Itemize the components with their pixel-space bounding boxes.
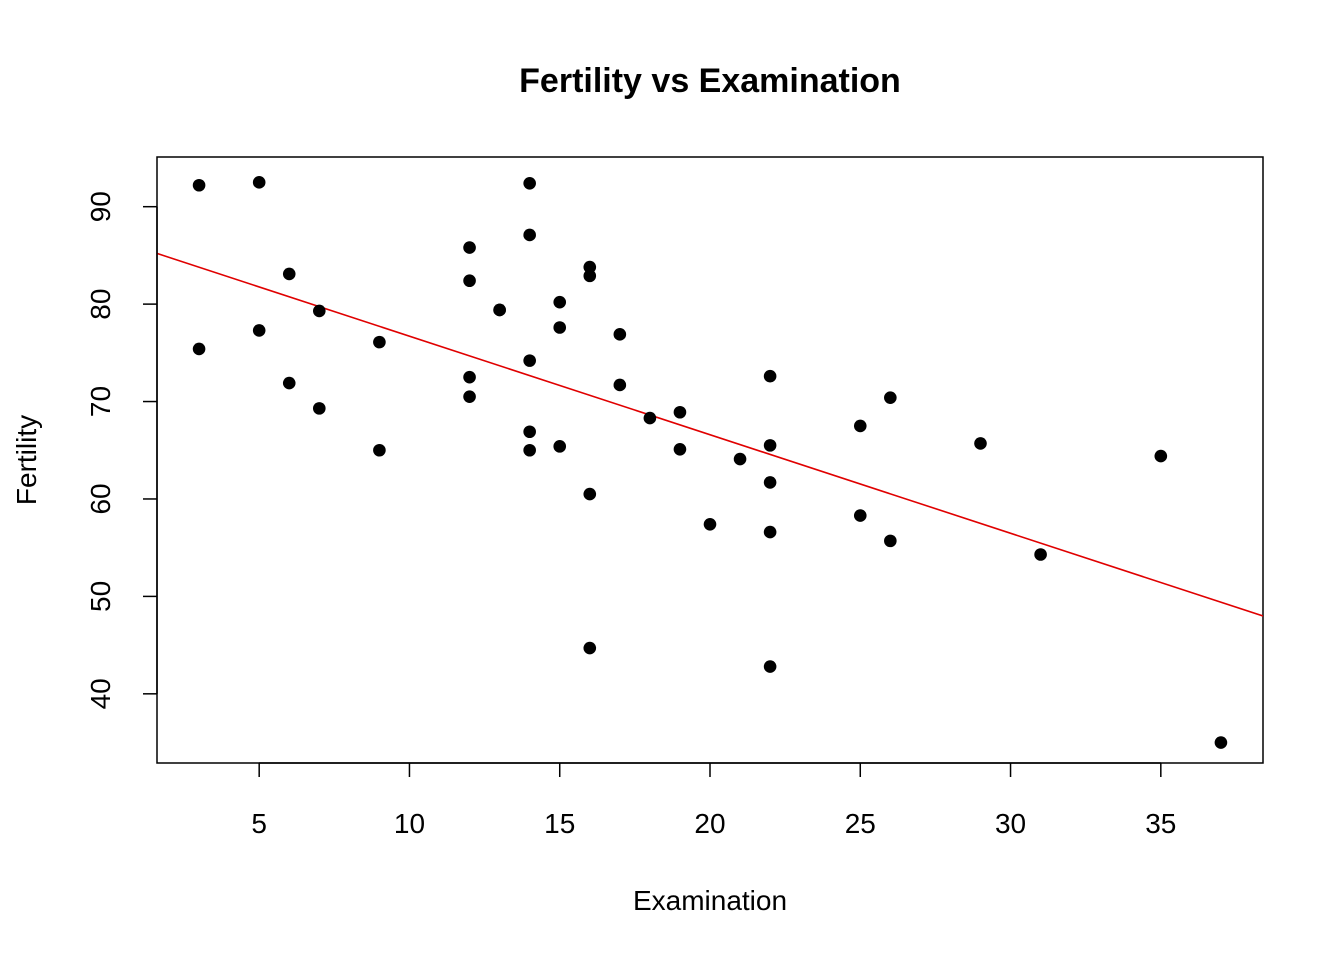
data-point: [553, 295, 567, 309]
data-point: [583, 269, 597, 283]
x-axis-label: Examination: [633, 885, 787, 916]
y-tick-label: 80: [85, 289, 116, 320]
data-point: [673, 405, 687, 419]
data-point: [463, 274, 476, 288]
data-point: [763, 369, 777, 383]
x-tick-label: 20: [694, 808, 725, 839]
x-tick-label: 30: [995, 808, 1026, 839]
data-point: [673, 442, 687, 456]
data-point: [373, 335, 386, 349]
y-tick-label: 60: [85, 483, 116, 514]
data-point: [853, 509, 867, 522]
data-point: [763, 439, 777, 452]
data-point: [553, 440, 567, 453]
data-point: [583, 260, 597, 274]
data-point: [312, 304, 326, 318]
data-point: [463, 241, 476, 254]
data-point: [583, 487, 597, 501]
data-point: [583, 641, 597, 655]
y-tick-label: 40: [85, 678, 116, 709]
data-point: [763, 525, 777, 539]
data-point: [703, 518, 717, 531]
y-axis-label: Fertility: [11, 415, 42, 505]
data-point: [733, 452, 747, 466]
x-tick-label: 25: [845, 808, 876, 839]
data-point: [884, 391, 897, 404]
y-tick-label: 70: [85, 386, 116, 417]
x-tick-label: 5: [251, 808, 267, 839]
x-tick-label: 15: [544, 808, 575, 839]
data-point: [282, 376, 296, 390]
data-point: [974, 437, 987, 450]
data-point: [312, 402, 326, 415]
data-point: [463, 390, 476, 403]
data-point: [1034, 548, 1047, 561]
y-axis: 40 50 60 70 80 90: [85, 191, 158, 709]
data-point: [763, 476, 777, 489]
data-point: [613, 378, 627, 392]
data-point: [613, 328, 627, 341]
data-point: [523, 354, 536, 367]
data-point: [373, 443, 386, 457]
data-point: [252, 176, 266, 189]
data-point: [252, 324, 266, 337]
data-point: [1214, 736, 1228, 749]
y-tick-label: 90: [85, 191, 116, 222]
data-point: [282, 267, 296, 281]
data-point: [523, 425, 536, 439]
x-tick-label: 10: [394, 808, 425, 839]
data-point: [523, 177, 536, 190]
data-point: [192, 178, 206, 192]
plot-frame: [156, 156, 1264, 764]
data-point: [763, 660, 777, 673]
data-point: [493, 303, 506, 317]
data-point: [523, 443, 536, 457]
data-point: [853, 419, 867, 433]
x-tick-label: 35: [1145, 808, 1176, 839]
data-point: [553, 321, 567, 334]
data-point: [643, 411, 657, 425]
data-point: [884, 534, 897, 548]
data-point: [1154, 449, 1168, 463]
y-tick-label: 50: [85, 581, 116, 612]
data-point: [463, 370, 476, 384]
regression-line: [157, 252, 1263, 617]
plot-area: [156, 156, 1264, 764]
chart-title: Fertility vs Examination: [519, 62, 901, 100]
data-point: [523, 228, 536, 242]
data-point: [192, 342, 206, 356]
x-axis: 5 10 15 20 25 30 35: [251, 762, 1176, 839]
